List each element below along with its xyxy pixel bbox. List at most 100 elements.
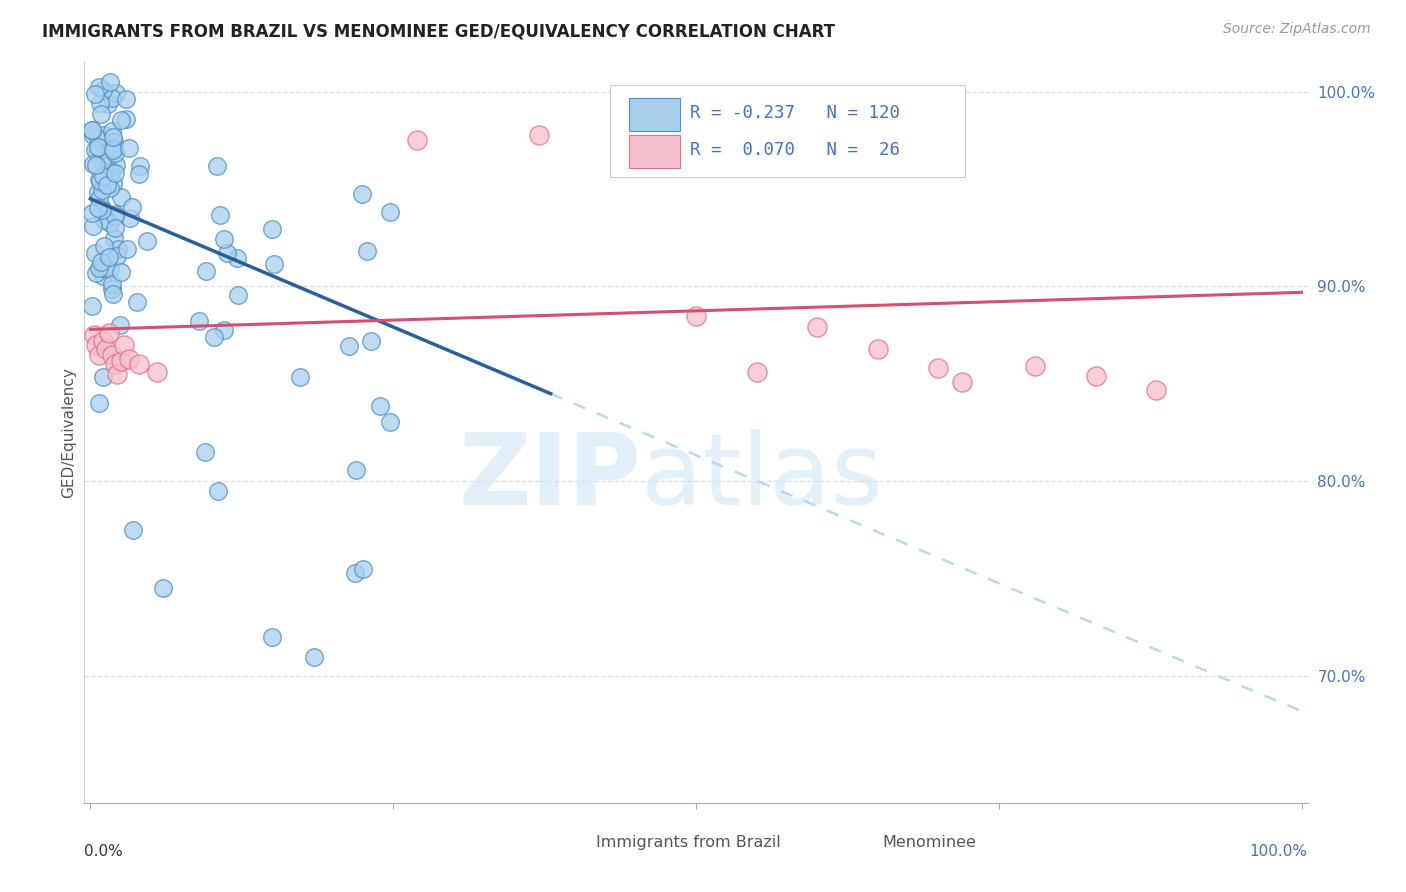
Point (356, 244, 378, 258)
Point (101, 348, 124, 362)
Point (1024, 359, 1046, 374)
Point (202, 330, 225, 344)
Point (91, 169, 114, 183)
Point (136, 234, 159, 248)
Point (152, 582, 174, 596)
Y-axis label: GED/Equivalency: GED/Equivalency (60, 368, 76, 498)
Point (90, 201, 112, 215)
Point (91, 334, 114, 348)
Point (91, 83, 114, 97)
Point (80, 122, 103, 136)
Point (98, 251, 121, 265)
Point (745, 365, 768, 379)
Point (94, 211, 117, 226)
Point (378, 205, 401, 219)
Point (103, 230, 125, 244)
Point (97, 136, 120, 150)
FancyBboxPatch shape (534, 830, 586, 856)
Point (343, 566, 366, 580)
Point (262, 630, 284, 644)
Point (121, 200, 143, 214)
Point (91, 370, 114, 384)
Point (207, 484, 229, 499)
Point (86, 145, 108, 160)
Point (84, 143, 107, 157)
Point (104, 221, 127, 235)
Point (128, 358, 150, 372)
Point (105, 367, 128, 381)
Point (128, 159, 150, 173)
Point (90, 107, 112, 121)
Point (91, 153, 114, 168)
Point (128, 167, 150, 181)
Point (344, 463, 367, 477)
Point (215, 245, 238, 260)
Point (96, 261, 118, 276)
Point (93, 260, 115, 274)
Point (89, 95, 111, 110)
Point (86, 338, 108, 352)
Point (96, 342, 118, 356)
Point (105, 249, 128, 263)
Point (93, 135, 115, 149)
Point (188, 314, 211, 328)
Point (368, 399, 391, 413)
Point (100, 282, 122, 296)
Point (114, 112, 136, 127)
Point (87, 261, 110, 276)
Point (118, 351, 141, 366)
Point (83, 328, 105, 343)
Point (527, 128, 550, 142)
Point (806, 320, 828, 334)
Point (118, 211, 141, 225)
Point (93, 239, 115, 253)
Point (304, 649, 326, 664)
Point (352, 562, 374, 576)
Point (82, 206, 104, 220)
Point (100, 165, 122, 179)
Point (104, 86, 127, 100)
Point (100, 217, 122, 231)
Point (87, 192, 110, 206)
Point (105, 158, 128, 172)
Point (225, 251, 247, 265)
Point (97, 162, 120, 177)
Point (82, 128, 104, 142)
Point (101, 130, 124, 145)
Point (350, 186, 373, 201)
Point (101, 90, 124, 104)
Point (90, 202, 112, 217)
Point (146, 365, 169, 379)
Point (103, 141, 125, 155)
Point (263, 257, 285, 271)
Point (115, 242, 138, 256)
Point (83, 245, 105, 260)
Point (127, 294, 149, 309)
Point (121, 523, 143, 537)
Point (104, 166, 127, 180)
Text: Menominee: Menominee (882, 835, 976, 850)
Point (288, 370, 311, 384)
Point (337, 339, 360, 353)
Point (104, 210, 127, 224)
Point (87, 348, 110, 362)
Text: Immigrants from Brazil: Immigrants from Brazil (596, 835, 780, 850)
Point (104, 358, 127, 372)
Text: R = -0.237   N = 120: R = -0.237 N = 120 (690, 103, 900, 122)
Point (214, 232, 236, 246)
Point (84, 266, 107, 280)
Text: ZIP: ZIP (458, 428, 641, 525)
Point (103, 135, 125, 149)
Point (228, 287, 250, 301)
Point (94, 159, 117, 173)
Point (93, 135, 115, 149)
Point (1084, 369, 1107, 384)
Point (685, 309, 707, 323)
Point (117, 141, 139, 155)
Point (406, 133, 429, 147)
Point (110, 265, 132, 279)
Point (194, 445, 217, 459)
FancyBboxPatch shape (610, 85, 965, 178)
Point (93, 128, 115, 142)
Text: 0.0%: 0.0% (84, 844, 124, 858)
